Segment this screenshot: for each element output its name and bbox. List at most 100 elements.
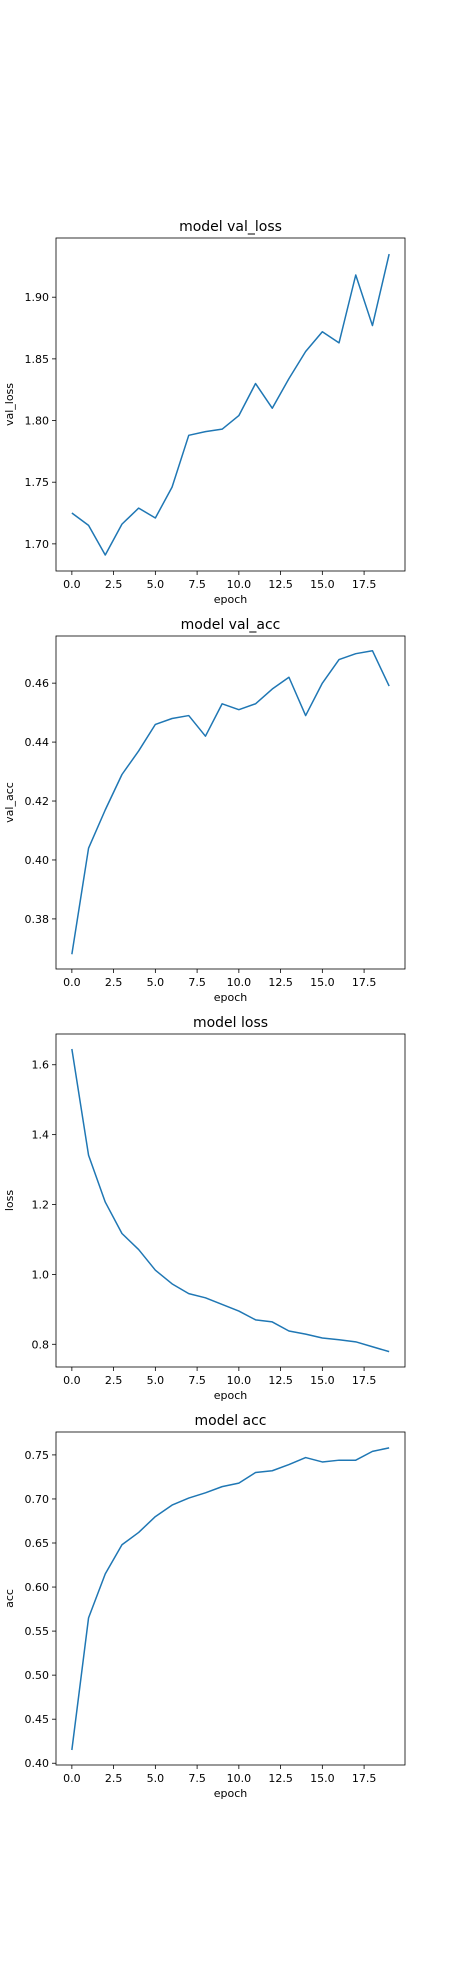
data-point bbox=[287, 1330, 290, 1333]
y-tick-label: 0.60 bbox=[25, 1581, 50, 1594]
data-point bbox=[304, 1333, 307, 1336]
data-point bbox=[287, 676, 290, 679]
data-point bbox=[187, 714, 190, 717]
x-tick-label: 2.5 bbox=[105, 578, 123, 591]
x-tick-label: 2.5 bbox=[105, 976, 123, 989]
data-point bbox=[154, 1269, 157, 1272]
data-point bbox=[304, 1456, 307, 1459]
y-axis-label: val_loss bbox=[3, 383, 16, 426]
y-axis-label: loss bbox=[3, 1190, 16, 1212]
y-tick-label: 0.75 bbox=[25, 1449, 50, 1462]
x-tick-label: 5.0 bbox=[147, 1374, 165, 1387]
data-point bbox=[371, 324, 374, 327]
data-point bbox=[237, 708, 240, 711]
data-point bbox=[254, 1471, 257, 1474]
data-point bbox=[120, 773, 123, 776]
subplot-2: model loss 0.0 2.5 5.0 7.5 10.0 12.5 15.0 17.5 0.… bbox=[3, 1015, 406, 1402]
data-point bbox=[87, 524, 90, 527]
data-point bbox=[154, 723, 157, 726]
y-tick-label: 1.70 bbox=[25, 538, 50, 551]
data-point bbox=[254, 1318, 257, 1321]
data-point bbox=[221, 1303, 224, 1306]
x-tick-label: 15.0 bbox=[310, 1772, 335, 1785]
chart-title: model val_loss bbox=[179, 219, 282, 235]
plot-frame bbox=[55, 1431, 406, 1766]
x-tick-label: 17.5 bbox=[352, 976, 377, 989]
subplot-3: model acc 0.0 2.5 5.0 7.5 10.0 12.5 15.0 17.5 0.4… bbox=[3, 1413, 406, 1800]
plot-frame bbox=[55, 237, 406, 572]
y-tick-label: 0.42 bbox=[25, 795, 50, 808]
series-line bbox=[71, 253, 390, 556]
series-line bbox=[71, 649, 390, 955]
x-tick-label: 7.5 bbox=[188, 976, 206, 989]
x-tick-label: 10.0 bbox=[227, 1374, 252, 1387]
x-axis-label: epoch bbox=[214, 991, 248, 1004]
x-tick-label: 12.5 bbox=[268, 1772, 293, 1785]
x-tick-label: 7.5 bbox=[188, 1374, 206, 1387]
data-point bbox=[371, 649, 374, 652]
data-point bbox=[388, 685, 391, 688]
data-point bbox=[70, 512, 73, 515]
y-tick-label: 0.55 bbox=[25, 1625, 50, 1638]
data-point bbox=[204, 430, 207, 433]
data-point bbox=[221, 1485, 224, 1488]
data-point bbox=[171, 486, 174, 489]
data-point bbox=[338, 1459, 341, 1462]
x-tick-label: 5.0 bbox=[147, 976, 165, 989]
chart-title: model acc bbox=[194, 1413, 266, 1429]
x-tick-label: 0.0 bbox=[63, 976, 81, 989]
data-point bbox=[304, 714, 307, 717]
y-tick-label: 1.2 bbox=[32, 1199, 50, 1212]
data-point bbox=[87, 1616, 90, 1619]
y-axis-label: val_acc bbox=[3, 782, 16, 823]
x-tick-label: 5.0 bbox=[147, 578, 165, 591]
x-tick-label: 15.0 bbox=[310, 976, 335, 989]
y-tick-label: 1.4 bbox=[32, 1129, 50, 1142]
y-tick-label: 1.75 bbox=[25, 476, 50, 489]
data-point bbox=[70, 953, 73, 956]
data-point bbox=[354, 652, 357, 655]
data-point bbox=[254, 702, 257, 705]
data-point bbox=[171, 717, 174, 720]
data-point bbox=[338, 341, 341, 344]
plot-frame bbox=[55, 635, 406, 970]
y-axis-label: acc bbox=[3, 1589, 16, 1608]
data-point bbox=[154, 516, 157, 519]
data-point bbox=[271, 688, 274, 691]
x-tick-label: 2.5 bbox=[105, 1374, 123, 1387]
x-tick-label: 12.5 bbox=[268, 578, 293, 591]
x-tick-label: 17.5 bbox=[352, 1772, 377, 1785]
x-tick-label: 0.0 bbox=[63, 1772, 81, 1785]
x-axis-label: epoch bbox=[214, 1389, 248, 1402]
y-tick-label: 1.90 bbox=[25, 291, 50, 304]
data-point bbox=[304, 350, 307, 353]
data-point bbox=[388, 1446, 391, 1449]
data-point bbox=[321, 330, 324, 333]
y-tick-label: 0.50 bbox=[25, 1669, 50, 1682]
data-point bbox=[254, 382, 257, 385]
data-point bbox=[154, 1515, 157, 1518]
x-tick-label: 10.0 bbox=[227, 1772, 252, 1785]
data-point bbox=[120, 1543, 123, 1546]
data-point bbox=[187, 1292, 190, 1295]
x-tick-label: 0.0 bbox=[63, 1374, 81, 1387]
chart-title: model loss bbox=[193, 1015, 268, 1031]
data-point bbox=[204, 1296, 207, 1299]
x-tick-label: 10.0 bbox=[227, 578, 252, 591]
data-point bbox=[271, 1469, 274, 1472]
x-tick-label: 7.5 bbox=[188, 1772, 206, 1785]
x-tick-label: 12.5 bbox=[268, 1374, 293, 1387]
x-tick-label: 7.5 bbox=[188, 578, 206, 591]
x-axis-label: epoch bbox=[214, 1787, 248, 1800]
y-tick-label: 0.38 bbox=[25, 913, 50, 926]
data-point bbox=[271, 407, 274, 410]
y-tick-label: 1.80 bbox=[25, 415, 50, 428]
data-point bbox=[104, 1572, 107, 1575]
data-point bbox=[70, 1048, 73, 1051]
data-point bbox=[204, 735, 207, 738]
y-tick-label: 0.70 bbox=[25, 1493, 50, 1506]
data-point bbox=[204, 1491, 207, 1494]
data-point bbox=[137, 1531, 140, 1534]
data-point bbox=[87, 847, 90, 850]
